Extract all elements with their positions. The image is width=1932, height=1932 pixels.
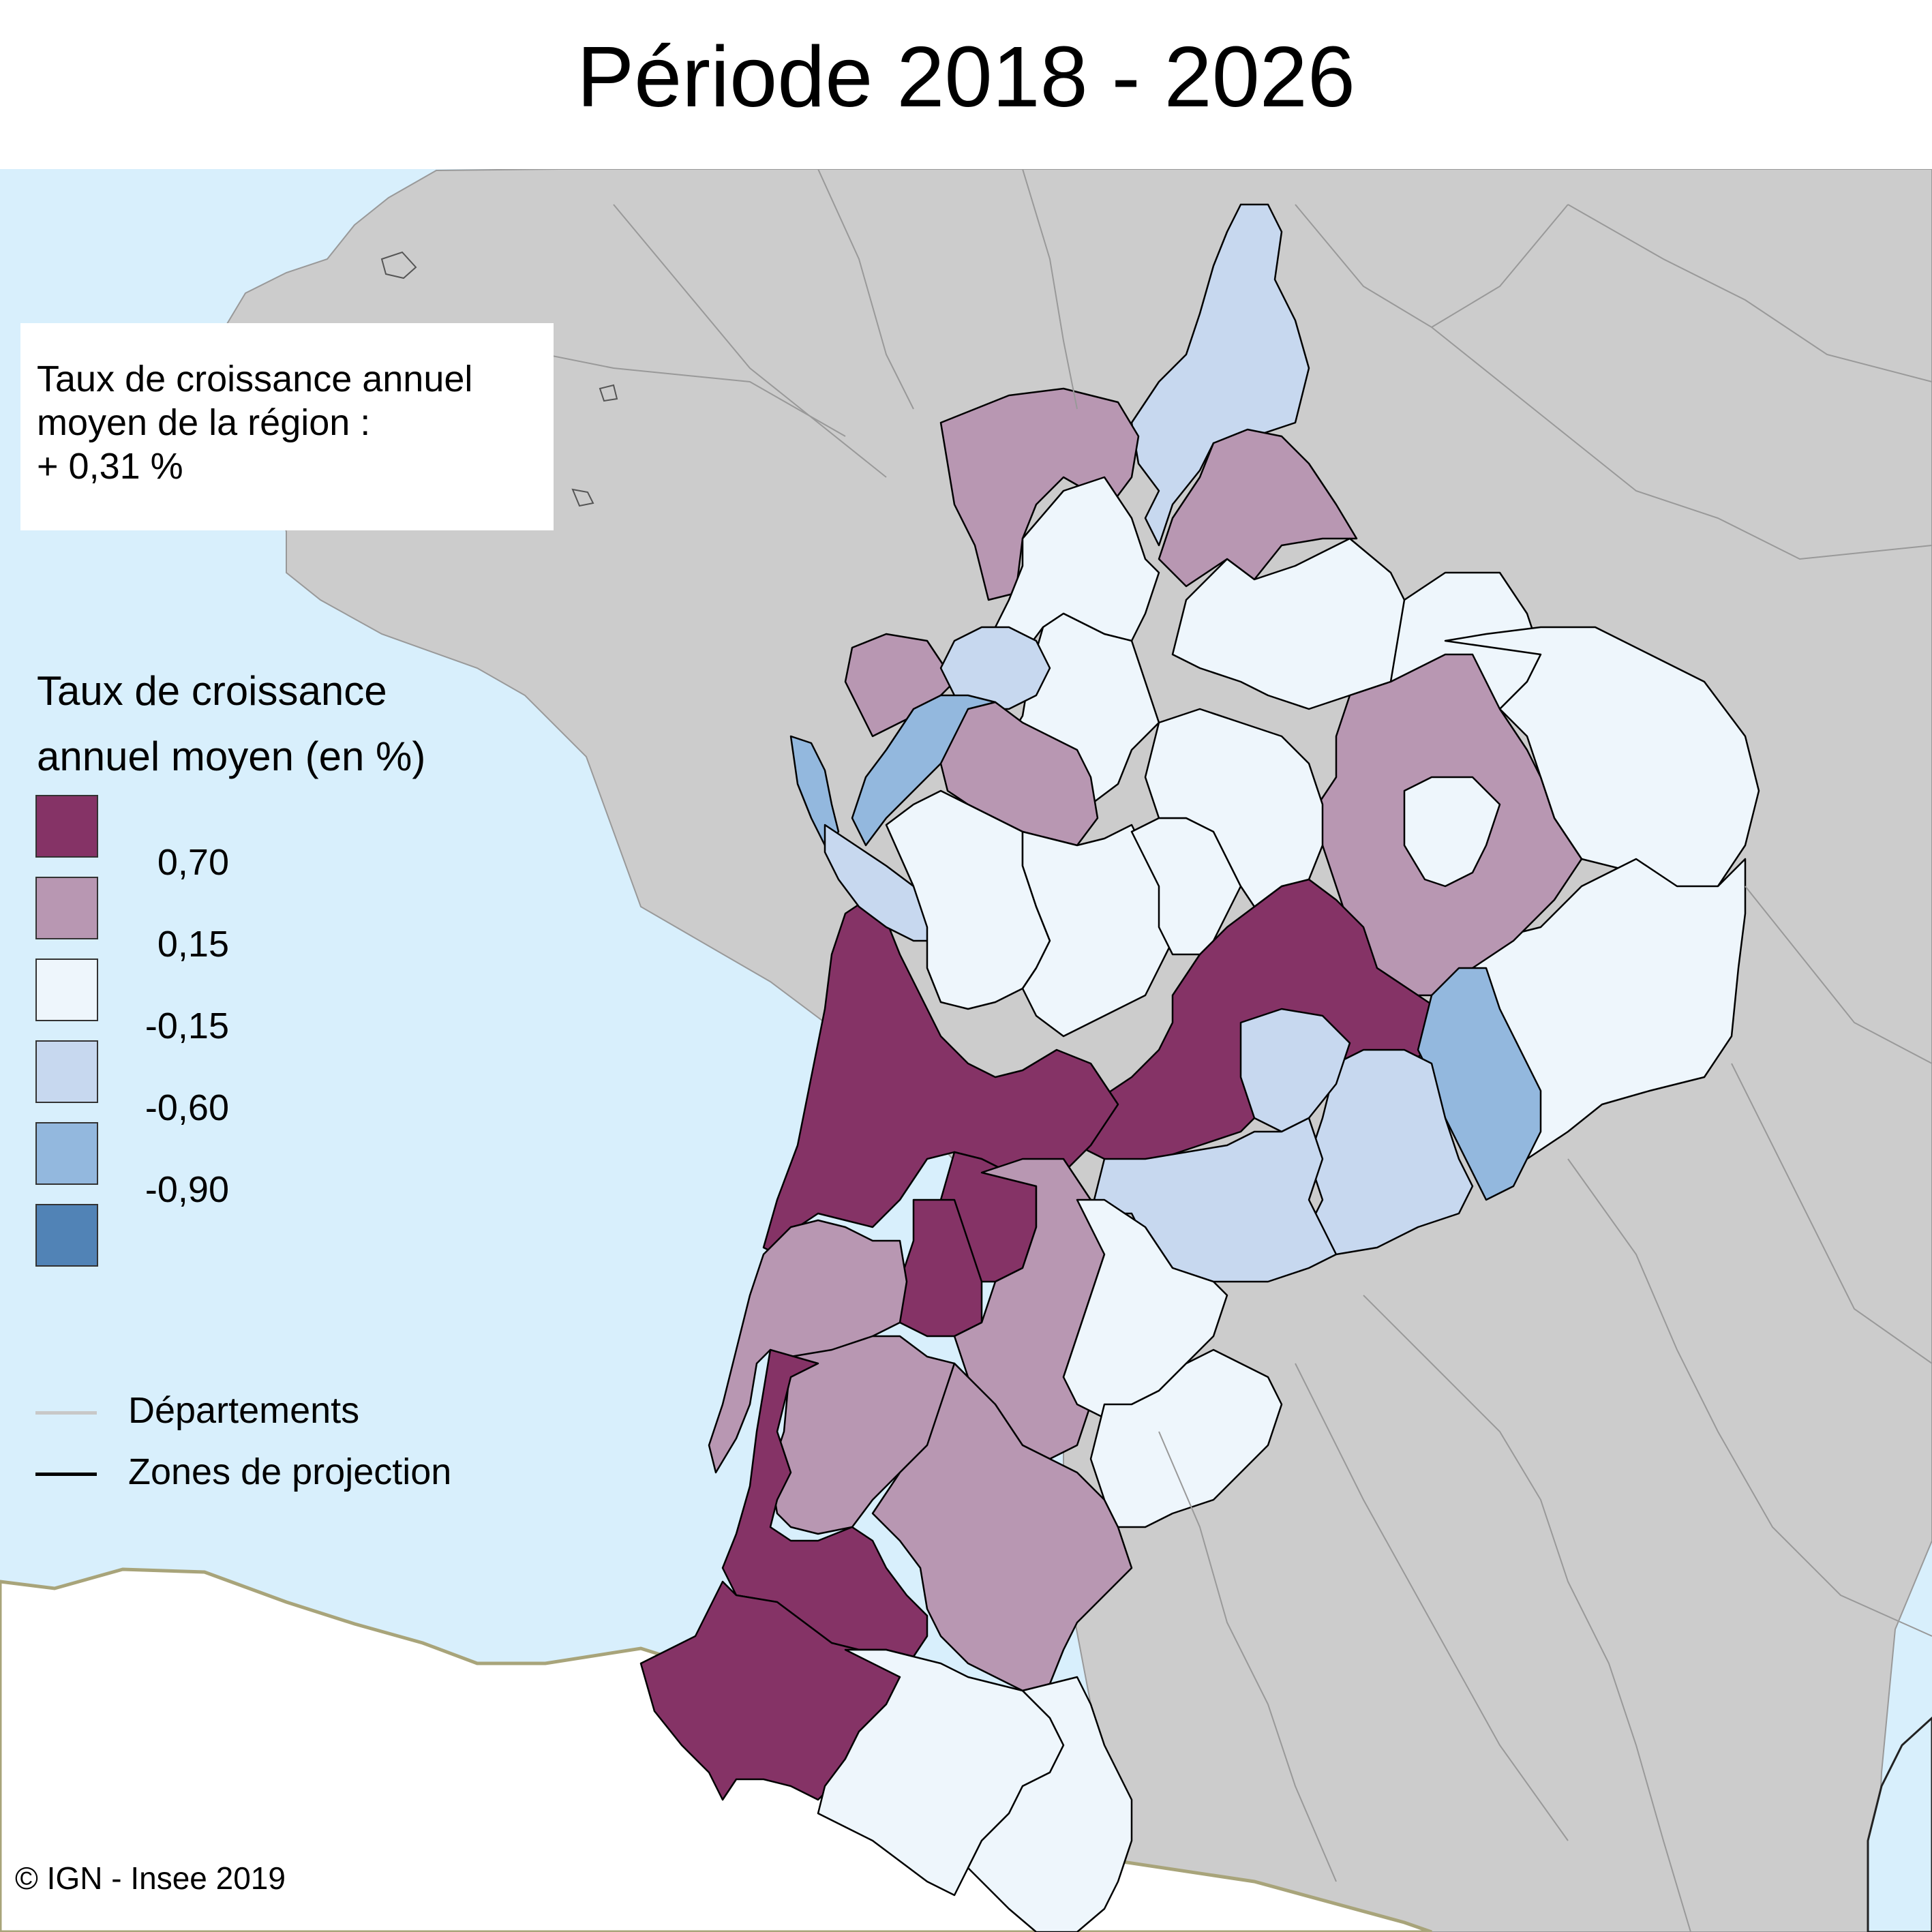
zone-north-vienne-pale-blue — [1130, 203, 1310, 547]
legend-swatch-class-4 — [35, 1040, 98, 1103]
zone-oleron-blue — [789, 735, 840, 847]
legend-zones-label: Zones de projection — [128, 1451, 452, 1492]
legend-title-line1: Taux de croissance — [37, 668, 387, 714]
zone-dordogne-center — [1239, 1008, 1351, 1133]
zone-angouleme-pale — [1021, 824, 1174, 1038]
copyright-credit: © IGN - Insee 2019 — [15, 1860, 286, 1896]
island — [599, 384, 618, 402]
zone-pau-pale — [967, 1676, 1133, 1932]
legend-departements-label: Départements — [128, 1390, 360, 1431]
legend-break-4: -0,60 — [145, 1087, 229, 1128]
legend-break-3: -0,15 — [145, 1006, 229, 1046]
choropleth-map — [0, 169, 1932, 1932]
mediterranean-sea — [1867, 1716, 1932, 1932]
zone-la-rochelle-pale-blue — [939, 626, 1051, 710]
island — [571, 488, 594, 507]
legend-break-5: -0,90 — [145, 1169, 229, 1210]
legend-zones-line — [35, 1473, 97, 1476]
map-title: Période 2018 - 2026 — [577, 29, 1355, 125]
legend-departements-line — [35, 1411, 97, 1415]
legend-swatch-class-5 — [35, 1122, 98, 1185]
legend-title-line2: annuel moyen (en %) — [37, 734, 426, 779]
zone-lot-et-garonne-east — [1089, 1348, 1283, 1528]
legend-title: Taux de croissance annuel moyen (en %) — [37, 659, 425, 789]
island — [380, 251, 417, 280]
zone-limoges-enclave — [1403, 776, 1501, 888]
zone-deux-sevres-north — [939, 387, 1140, 601]
legend-break-1: 0,70 — [157, 842, 229, 883]
zone-bayonne-dark — [639, 1580, 901, 1801]
zone-vienne-north — [1158, 428, 1358, 588]
legend-swatch-class-6 — [35, 1204, 98, 1267]
regional-growth-value: + 0,31 % — [37, 446, 183, 487]
legend-swatch-class-1 — [35, 795, 98, 858]
zone-landes-coast-dark — [721, 1348, 929, 1658]
zone-ruffec-pale — [1144, 708, 1324, 908]
department-borders — [477, 169, 1932, 1932]
regional-growth-label-line1: Taux de croissance annuel — [37, 359, 473, 399]
legend-break-2: 0,15 — [157, 924, 229, 965]
legend-swatch-class-3 — [35, 959, 98, 1021]
regional-growth-label-line2: moyen de la région : — [37, 402, 371, 443]
legend-swatch-class-2 — [35, 877, 98, 939]
regional-growth-box: Taux de croissance annuel moyen de la ré… — [20, 323, 554, 530]
